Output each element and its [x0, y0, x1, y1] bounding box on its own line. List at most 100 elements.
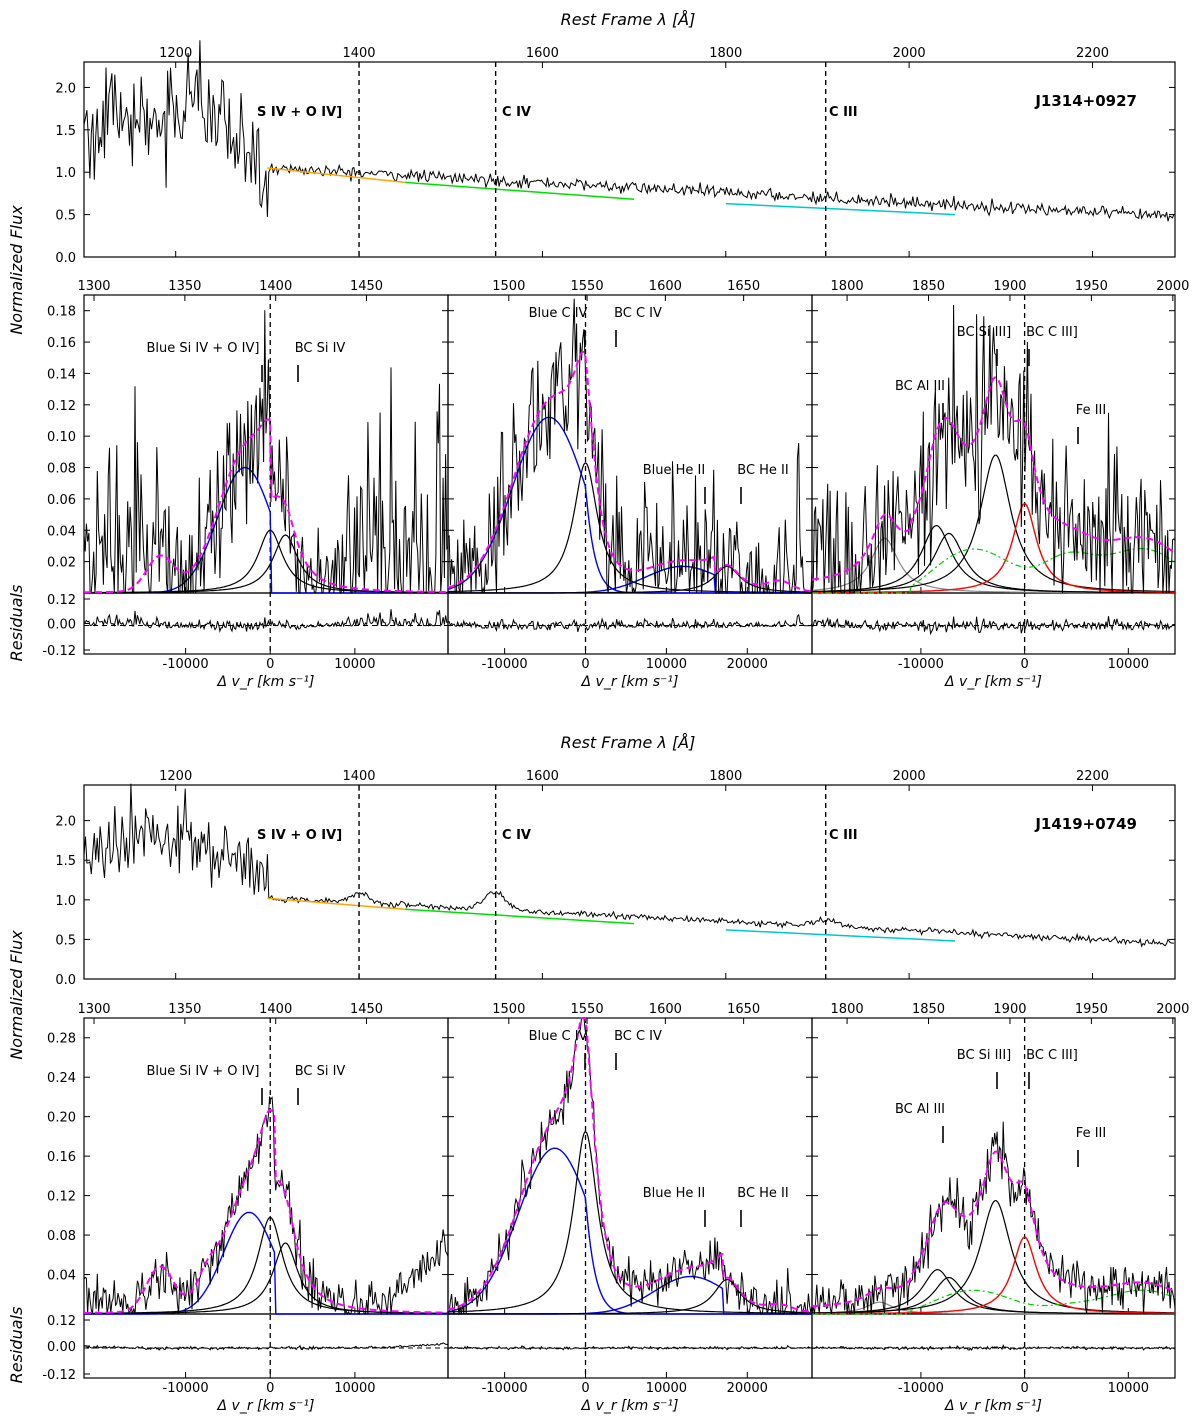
residual-curve [83, 1342, 449, 1351]
overview-xtick-label: 1600 [526, 46, 559, 61]
rest-frame-wavelength-label: Rest Frame λ [Å] [561, 10, 696, 29]
zoom-top-tick-label: 1850 [912, 279, 945, 294]
zoom-top-tick-label: 1600 [649, 1002, 682, 1017]
overview-ytick-label: 1.5 [55, 854, 76, 869]
broad-component-curve [84, 1242, 448, 1315]
region-label: S IV + O IV] [257, 828, 342, 843]
fe-iii-template-curve [812, 547, 1176, 594]
overview-ytick-label: 2.0 [55, 815, 76, 830]
velocity-tick-label: 10000 [646, 657, 687, 672]
residual-panel-frame [83, 1313, 449, 1379]
zoom-top-tick-label: 1850 [912, 1002, 945, 1017]
zoom-top-tick-label: 1800 [831, 1002, 864, 1017]
zoom-top-tick-label: 1300 [77, 279, 110, 294]
overview-xtick-label: 2000 [893, 46, 926, 61]
velocity-axis-label: Δ v_r [km s⁻¹] [581, 1398, 679, 1414]
overview-spectrum [83, 783, 1174, 948]
region-label: S IV + O IV] [257, 105, 342, 120]
velocity-axis-label: Δ v_r [km s⁻¹] [217, 674, 315, 690]
observed-spectrum [447, 1017, 813, 1316]
zoom-top-tick-label: 1800 [831, 279, 864, 294]
overview-xtick-label: 1800 [709, 46, 742, 61]
zoom-top-tick-label: 1350 [168, 1002, 201, 1017]
region-label: C IV [502, 105, 531, 120]
residual-ytick-label: 0.12 [47, 1314, 76, 1329]
velocity-axis-label: Δ v_r [km s⁻¹] [944, 674, 1042, 690]
overview-ytick-label: 2.0 [55, 81, 76, 96]
zoom-ytick-label: 0.08 [47, 1229, 76, 1244]
line-id-label: BC Si III] [957, 325, 1011, 340]
zoom-ytick-label: 0.12 [47, 1190, 76, 1205]
broad-component-curve [447, 1130, 812, 1314]
velocity-tick-label: -10000 [163, 1381, 209, 1396]
overview-xtick-label: 2200 [1076, 46, 1109, 61]
overview-xtick-label: 1200 [159, 46, 192, 61]
zoom-top-tick-label: 1450 [350, 279, 383, 294]
line-id-label: BC C III] [1026, 1048, 1078, 1063]
overview-xtick-label: 1400 [342, 46, 375, 61]
overview-ytick-label: 1.5 [55, 124, 76, 139]
zoom-top-tick-label: 1300 [77, 1002, 110, 1017]
overview-xtick-label: 1800 [709, 769, 742, 784]
region-label: C IV [502, 828, 531, 843]
velocity-tick-label: 0 [266, 657, 274, 672]
residual-ytick-label: -0.12 [42, 1368, 76, 1383]
observed-spectrum [83, 310, 449, 595]
residual-ytick-label: 0.00 [47, 1340, 76, 1355]
zoom-top-tick-label: 2000 [1156, 1002, 1189, 1017]
velocity-tick-label: 10000 [1108, 657, 1149, 672]
zoom-top-tick-label: 1950 [1075, 279, 1108, 294]
zoom-ytick-label: 0.12 [47, 399, 76, 414]
zoom-top-tick-label: 1900 [993, 1002, 1026, 1017]
line-id-label: Blue C IV [529, 306, 588, 321]
zoom-ytick-label: 0.20 [47, 1111, 76, 1126]
observed-spectrum [811, 304, 1176, 595]
line-id-label: BC Si IV [295, 341, 346, 356]
continuum-segment [404, 908, 635, 925]
zoom-top-tick-label: 2000 [1156, 279, 1189, 294]
line-id-label: BC Si III] [957, 1048, 1011, 1063]
residual-panel-frame [447, 1313, 813, 1379]
observed-spectrum [83, 1095, 449, 1316]
residual-panel-frame [811, 1313, 1176, 1379]
zoom-ytick-label: 0.02 [47, 556, 76, 571]
region-label: C III [829, 828, 858, 843]
zoom-ytick-label: 0.04 [47, 524, 76, 539]
normalized-flux-axis-label: Normalized Flux [7, 930, 26, 1060]
zoom-ytick-label: 0.24 [47, 1071, 76, 1086]
zoom-top-tick-label: 1650 [727, 1002, 760, 1017]
residual-panel-frame [811, 592, 1176, 655]
continuum-segment [404, 181, 635, 201]
velocity-tick-label: 10000 [334, 1381, 375, 1396]
zoom-top-tick-label: 1350 [168, 279, 201, 294]
overview-xtick-label: 2200 [1076, 769, 1109, 784]
zoom-ytick-label: 0.14 [47, 367, 76, 382]
total-fit-curve [83, 1108, 448, 1314]
zoom-ytick-label: 0.16 [47, 336, 76, 351]
line-id-label: BC C IV [614, 1029, 662, 1044]
residual-ytick-label: 0.00 [47, 618, 76, 633]
zoom-ytick-label: 0.10 [47, 430, 76, 445]
overview-spectrum [83, 40, 1175, 222]
total-fit-curve [83, 418, 448, 594]
continuum-segment [725, 929, 956, 942]
line-id-label: BC Al III [895, 1102, 945, 1117]
zoom-top-tick-label: 1550 [571, 1002, 604, 1017]
velocity-tick-label: 20000 [727, 1381, 768, 1396]
zoom-ytick-label: 0.08 [47, 462, 76, 477]
overview-ytick-label: 0.5 [55, 933, 76, 948]
overview-ytick-label: 0.0 [55, 251, 76, 266]
line-id-label: Blue C IV [529, 1029, 588, 1044]
zoom-top-tick-label: 1550 [571, 279, 604, 294]
velocity-axis-label: Δ v_r [km s⁻¹] [944, 1398, 1042, 1414]
overview-xtick-label: 1600 [526, 769, 559, 784]
fe-iii-template-curve [812, 1289, 1176, 1315]
line-id-label: BC He II [737, 463, 788, 478]
residual-curve [83, 609, 449, 633]
velocity-tick-label: -10000 [163, 657, 209, 672]
total-fit-curve [811, 376, 1176, 581]
velocity-tick-label: -10000 [898, 657, 944, 672]
residuals-axis-label: Residuals [7, 585, 26, 662]
c-iii-component-curve [812, 1236, 1175, 1315]
residual-ytick-label: 0.12 [47, 593, 76, 608]
